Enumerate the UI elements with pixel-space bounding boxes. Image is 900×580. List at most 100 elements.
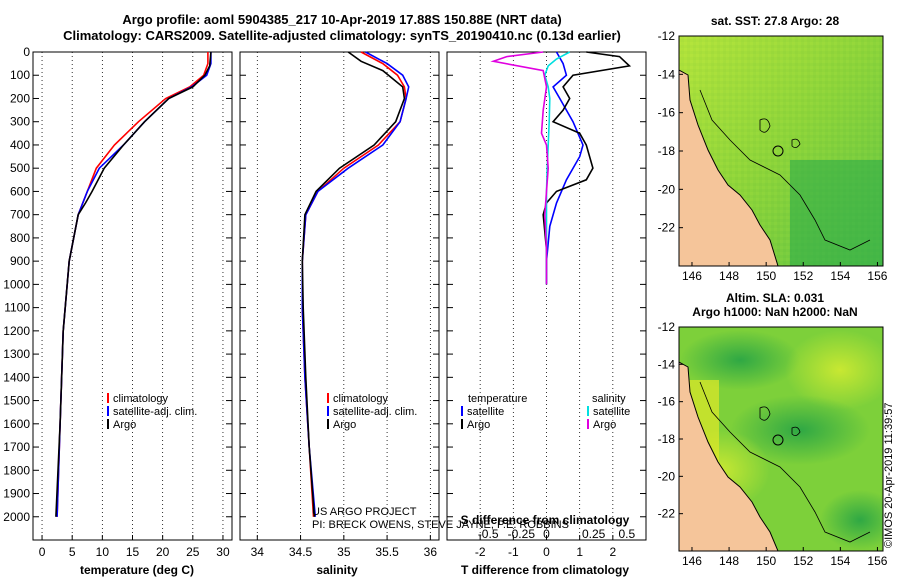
series-satellite-adj-clim-	[301, 51, 410, 517]
series-satellite-adj-clim-	[56, 52, 212, 517]
salinity-x-label: salinity	[316, 563, 358, 577]
sst-reef-outline	[772, 145, 784, 157]
series-t-argo	[542, 51, 632, 285]
depth-tick-label: 1000	[3, 277, 30, 291]
sla-map-ticks: 146 148 150 152 154 156 -12 -14 -16 -18 -20 -22	[658, 320, 888, 568]
map-y-tick-label: -20	[658, 182, 676, 196]
figure-title-line2: Climatology: CARS2009. Satellite-adjuste…	[63, 28, 621, 43]
series-argo	[301, 51, 406, 517]
sla-map-title-line1: Altim. SLA: 0.031	[726, 291, 824, 305]
x-top-tick-label: 0	[543, 527, 550, 541]
map-x-tick-label: 154	[830, 554, 850, 568]
x-axis-ticks: 0 5 10 15 20 25 30 34 34.5 35 35.5 36 -2 -1 0 1 2 -0.5 -0.…	[39, 527, 636, 559]
sla-reef-outline	[772, 434, 784, 446]
sla-land	[679, 327, 779, 551]
x-tick-label: 30	[216, 545, 230, 559]
map-y-tick-label: -20	[658, 469, 676, 483]
x-tick-label: 35.5	[375, 545, 399, 559]
salinity-panel-frame	[239, 51, 440, 541]
depth-tick-label: 1400	[3, 370, 30, 384]
legend-satellite-adj: satellite-adj. clim.	[333, 406, 417, 418]
x-tick-label: -2	[475, 545, 486, 559]
legend-climatology: climatology	[113, 393, 169, 405]
profile-series	[55, 51, 632, 517]
x-tick-label: 34	[251, 545, 265, 559]
difference-legend: temperature salinity satellite Argo sate…	[461, 393, 630, 431]
sla-map-title-line2: Argo h1000: NaN h2000: NaN	[692, 305, 857, 319]
map-y-tick-label: -18	[658, 432, 676, 446]
depth-tick-label: 900	[10, 254, 30, 268]
sla-map-field	[679, 327, 883, 551]
legend-argo: Argo	[333, 419, 356, 431]
legend-s-argo: Argo	[593, 419, 616, 431]
difference-x-label: T difference from climatology	[461, 563, 629, 577]
depth-tick-label: 1600	[3, 417, 30, 431]
map-x-tick-label: 146	[682, 269, 702, 283]
sst-map-title: sat. SST: 27.8 Argo: 28	[711, 14, 840, 28]
depth-tick-label: 400	[10, 138, 30, 152]
map-y-tick-label: -14	[658, 357, 676, 371]
credit-pi: PI: BRECK OWENS, STEVE JAYNE, P.E. ROBBI…	[312, 519, 569, 531]
legend-argo: Argo	[113, 419, 136, 431]
x-top-tick-label: -0.5	[478, 527, 499, 541]
depth-tick-label: 100	[10, 68, 30, 82]
x-tick-label: 1	[576, 545, 583, 559]
legend-satellite-adj: satellite-adj. clim.	[113, 406, 197, 418]
depth-tick-label: 700	[10, 208, 30, 222]
map-x-tick-label: 148	[719, 269, 739, 283]
map-y-tick-label: -16	[658, 395, 676, 409]
series-argo	[55, 51, 212, 517]
legend-header-salinity: salinity	[592, 393, 626, 405]
map-x-tick-label: 152	[793, 554, 813, 568]
x-tick-label: 20	[156, 545, 170, 559]
figure-title-line1: Argo profile: aoml 5904385_217 10-Apr-20…	[122, 12, 561, 27]
difference-top-x-label: S difference from climatology	[461, 513, 630, 527]
depth-tick-label: 600	[10, 184, 30, 198]
map-x-tick-label: 148	[719, 554, 739, 568]
map-y-tick-label: -12	[658, 29, 676, 43]
depth-tick-label: 2000	[3, 510, 30, 524]
map-y-tick-label: -14	[658, 67, 676, 81]
depth-tick-label: 1200	[3, 324, 30, 338]
map-x-tick-label: 146	[682, 554, 702, 568]
temperature-x-label: temperature (deg C)	[80, 563, 194, 577]
map-y-tick-label: -18	[658, 144, 676, 158]
x-tick-label: 36	[424, 545, 438, 559]
map-x-tick-label: 156	[867, 554, 887, 568]
x-tick-label: 0	[543, 545, 550, 559]
series-s-satellite	[543, 51, 571, 285]
credit-project: US ARGO PROJECT	[312, 506, 417, 518]
x-tick-label: 2	[609, 545, 616, 559]
series-climatology	[301, 51, 407, 517]
legend-s-satellite: satellite	[593, 406, 630, 418]
x-tick-label: 34.5	[289, 545, 313, 559]
x-tick-label: -1	[508, 545, 519, 559]
x-tick-label: 15	[126, 545, 140, 559]
legend-t-satellite: satellite	[467, 406, 504, 418]
gridlines	[33, 51, 646, 540]
sst-map-ticks: 146 148 150 152 154 156 -12 -14 -16 -18 -20 -22	[658, 29, 888, 283]
depth-tick-label: 1800	[3, 463, 30, 477]
depth-tick-label: 500	[10, 161, 30, 175]
x-top-tick-label: -0.25	[508, 527, 536, 541]
x-tick-label: 35	[337, 545, 351, 559]
sst-land	[679, 36, 779, 266]
depth-tick-label: 1500	[3, 394, 30, 408]
map-x-tick-label: 150	[756, 554, 776, 568]
map-x-tick-label: 156	[867, 269, 887, 283]
imos-watermark: ©IMOS 20-Apr-2019 11:39:57	[883, 403, 895, 548]
legend-header-temperature: temperature	[468, 393, 527, 405]
x-tick-label: 25	[186, 545, 200, 559]
depth-tick-label: 1900	[3, 487, 30, 501]
map-y-tick-label: -22	[658, 507, 676, 521]
x-top-tick-label: 0.5	[618, 527, 635, 541]
sst-isobath	[699, 89, 871, 251]
depth-tick-label: 1100	[4, 301, 30, 315]
legend-climatology: climatology	[333, 393, 389, 405]
map-y-tick-label: -12	[658, 320, 676, 334]
temperature-legend: climatology satellite-adj. clim. Argo	[107, 393, 197, 431]
depth-tick-label: 200	[10, 91, 30, 105]
x-tick-label: 5	[69, 545, 76, 559]
series-s-argo	[490, 51, 550, 285]
